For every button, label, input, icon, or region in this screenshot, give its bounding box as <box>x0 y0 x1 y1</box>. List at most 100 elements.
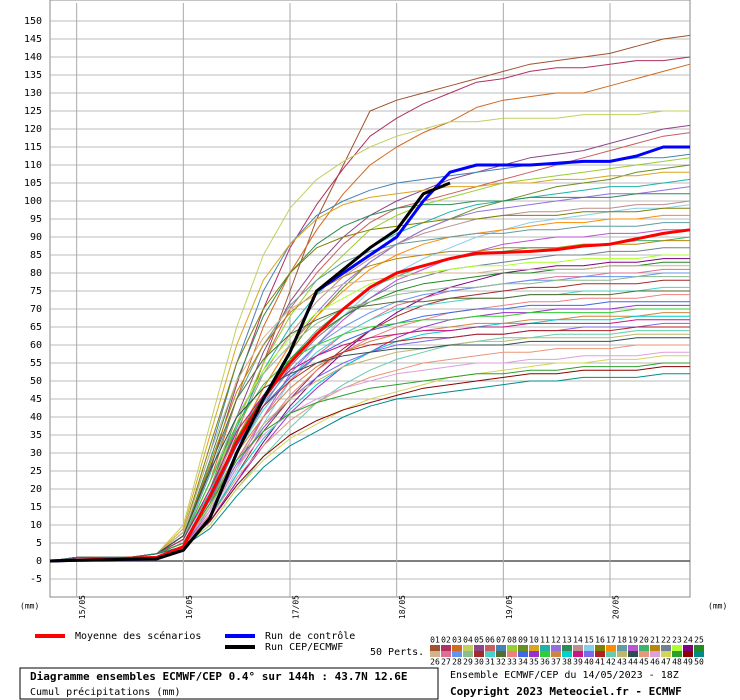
legend-swatch <box>628 645 638 651</box>
legend-label: 20 <box>639 636 649 645</box>
legend-label: 17 <box>606 636 616 645</box>
legend-swatch <box>540 651 550 657</box>
y-tick-label: 125 <box>24 106 42 117</box>
copyright: Copyright 2023 Meteociel.fr - ECMWF <box>450 685 682 698</box>
legend-label: 41 <box>595 658 605 667</box>
legend-swatch <box>430 645 440 651</box>
legend-label: Moyenne des scénarios <box>75 630 201 642</box>
legend-label: 11 <box>540 636 550 645</box>
legend-label: 04 <box>463 636 473 645</box>
legend-label: Run CEP/ECMWF <box>265 642 343 653</box>
y-tick-label: 55 <box>30 358 42 369</box>
y-tick-label: 15 <box>30 502 42 513</box>
legend-label: 44 <box>628 658 638 667</box>
info: Ensemble ECMWF/CEP du 14/05/2023 - 18Z <box>450 670 679 681</box>
y-tick-label: 25 <box>30 466 42 477</box>
legend-label: 42 <box>606 658 616 667</box>
y-tick-label: 95 <box>30 214 42 225</box>
legend-swatch <box>562 645 572 651</box>
y-unit-left: (mm) <box>20 602 39 611</box>
y-tick-label: 110 <box>24 160 42 171</box>
chart-subtitle: Cumul précipitations (mm) <box>30 686 181 698</box>
legend-swatch <box>595 645 605 651</box>
legend-swatch <box>584 645 594 651</box>
y-tick-label: 10 <box>30 520 42 531</box>
legend-swatch <box>584 651 594 657</box>
x-tick-label: 19/05 <box>505 595 514 619</box>
y-tick-label: 45 <box>30 394 42 405</box>
legend-swatch <box>628 651 638 657</box>
legend-label: 07 <box>496 636 506 645</box>
legend-label: 45 <box>639 658 649 667</box>
legend-swatch <box>606 651 616 657</box>
y-tick-label: 85 <box>30 250 42 261</box>
legend-swatch <box>606 645 616 651</box>
y-tick-label: 20 <box>30 484 42 495</box>
y-tick-label: 105 <box>24 178 42 189</box>
legend-swatch <box>452 651 462 657</box>
legend-swatch <box>441 645 451 651</box>
legend-label: 13 <box>562 636 572 645</box>
legend-label: 24 <box>683 636 693 645</box>
legend-label: 09 <box>518 636 528 645</box>
legend-swatch <box>485 651 495 657</box>
y-tick-label: 135 <box>24 70 42 81</box>
legend-swatch <box>540 645 550 651</box>
legend-label: 36 <box>540 658 550 667</box>
legend-label: Run de contrôle <box>265 630 355 642</box>
legend-label: 10 <box>529 636 539 645</box>
legend-swatch <box>452 645 462 651</box>
legend-swatch <box>573 651 583 657</box>
legend-swatch <box>672 651 682 657</box>
series-line <box>49 373 690 562</box>
legend-swatch <box>694 651 704 657</box>
y-tick-label: 145 <box>24 34 42 45</box>
legend-label: 06 <box>485 636 495 645</box>
legend-label: 49 <box>683 658 693 667</box>
y-tick-label: -5 <box>30 574 42 585</box>
y-tick-label: 130 <box>24 88 42 99</box>
legend-swatch <box>661 651 671 657</box>
legend-swatch <box>650 651 660 657</box>
legend-label: 02 <box>441 636 451 645</box>
y-tick-label: 100 <box>24 196 42 207</box>
legend-swatch <box>617 651 627 657</box>
legend-label: 35 <box>529 658 539 667</box>
perts-label: 50 Perts. <box>370 647 424 658</box>
legend-swatch <box>430 651 440 657</box>
legend-label: 18 <box>617 636 627 645</box>
legend-swatch <box>507 651 517 657</box>
legend-swatch <box>595 651 605 657</box>
legend-label: 01 <box>430 636 440 645</box>
legend-swatch <box>485 645 495 651</box>
legend-swatch <box>551 651 561 657</box>
legend-swatch <box>496 651 506 657</box>
y-unit-right: (mm) <box>708 602 727 611</box>
legend-label: 31 <box>485 658 495 667</box>
legend-swatch <box>694 645 704 651</box>
legend-label: 15 <box>584 636 594 645</box>
y-tick-label: 90 <box>30 232 42 243</box>
y-tick-label: 40 <box>30 412 42 423</box>
y-tick-label: 30 <box>30 448 42 459</box>
legend-label: 34 <box>518 658 528 667</box>
legend-label: 22 <box>661 636 671 645</box>
legend-swatch <box>529 651 539 657</box>
legend-swatch <box>683 645 693 651</box>
legend-label: 12 <box>551 636 561 645</box>
legend-swatch <box>518 645 528 651</box>
legend-swatch <box>474 645 484 651</box>
legend-label: 50 <box>694 658 704 667</box>
legend-label: 27 <box>441 658 451 667</box>
legend-swatch <box>672 645 682 651</box>
x-tick-label: 15/05 <box>78 595 87 619</box>
series-line <box>49 181 451 563</box>
legend-label: 19 <box>628 636 638 645</box>
legend-label: 43 <box>617 658 627 667</box>
y-tick-label: 115 <box>24 142 42 153</box>
legend-label: 08 <box>507 636 517 645</box>
legend-swatch <box>661 645 671 651</box>
legend-label: 28 <box>452 658 462 667</box>
chart-title: Diagramme ensembles ECMWF/CEP 0.4° sur 1… <box>30 670 408 683</box>
x-tick-label: 17/05 <box>292 595 301 619</box>
